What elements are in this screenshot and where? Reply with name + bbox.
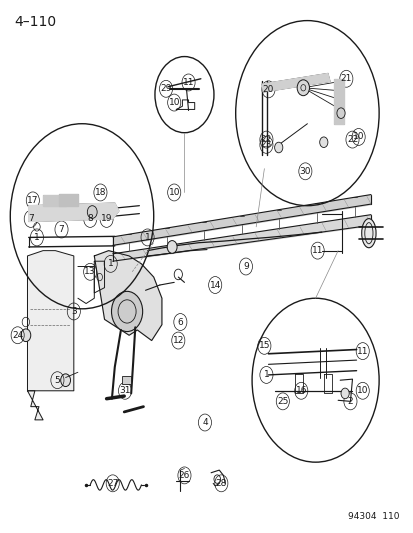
Text: 4–110: 4–110 bbox=[14, 15, 56, 29]
Text: 25: 25 bbox=[276, 397, 288, 406]
Bar bbox=[121, 376, 131, 384]
Text: 1: 1 bbox=[263, 370, 268, 379]
Text: 10: 10 bbox=[356, 386, 368, 395]
Text: 1: 1 bbox=[145, 233, 150, 242]
Text: 1: 1 bbox=[107, 260, 113, 268]
Text: 2: 2 bbox=[347, 397, 352, 406]
Polygon shape bbox=[28, 203, 119, 222]
Circle shape bbox=[21, 329, 31, 342]
Text: 15: 15 bbox=[258, 341, 269, 350]
Text: 22: 22 bbox=[260, 135, 271, 144]
Text: 13: 13 bbox=[84, 267, 96, 276]
Text: 17: 17 bbox=[27, 196, 38, 205]
Polygon shape bbox=[94, 251, 161, 341]
Text: 4: 4 bbox=[202, 418, 207, 427]
Polygon shape bbox=[262, 74, 329, 92]
Text: 11: 11 bbox=[356, 346, 368, 356]
Ellipse shape bbox=[361, 219, 375, 248]
Circle shape bbox=[340, 388, 349, 399]
Circle shape bbox=[336, 108, 344, 118]
Text: 94304  110: 94304 110 bbox=[347, 512, 399, 521]
Text: 24: 24 bbox=[12, 331, 23, 340]
Text: 29: 29 bbox=[160, 84, 171, 93]
Text: 10: 10 bbox=[168, 98, 180, 107]
Text: 11: 11 bbox=[311, 246, 323, 255]
Text: 20: 20 bbox=[262, 85, 273, 94]
Text: 28: 28 bbox=[215, 479, 226, 488]
Text: 10: 10 bbox=[352, 132, 363, 141]
Text: 7: 7 bbox=[59, 225, 64, 234]
Text: 30: 30 bbox=[299, 167, 310, 176]
Circle shape bbox=[61, 374, 70, 386]
Text: 16: 16 bbox=[295, 386, 306, 395]
Text: 31: 31 bbox=[119, 386, 131, 395]
Circle shape bbox=[274, 142, 282, 153]
Text: 14: 14 bbox=[209, 280, 221, 289]
Polygon shape bbox=[59, 194, 78, 206]
Text: 8: 8 bbox=[87, 214, 93, 223]
Circle shape bbox=[297, 80, 309, 96]
Text: 19: 19 bbox=[101, 214, 112, 223]
Polygon shape bbox=[43, 195, 65, 206]
Text: 9: 9 bbox=[242, 262, 248, 271]
Text: 18: 18 bbox=[95, 188, 106, 197]
Text: 10: 10 bbox=[168, 188, 180, 197]
Text: 27: 27 bbox=[107, 479, 118, 488]
Circle shape bbox=[87, 206, 97, 219]
Text: 6: 6 bbox=[177, 318, 183, 327]
Circle shape bbox=[167, 240, 177, 253]
Circle shape bbox=[33, 209, 40, 218]
Text: 23: 23 bbox=[260, 140, 271, 149]
Polygon shape bbox=[27, 391, 43, 420]
Text: 26: 26 bbox=[178, 471, 190, 480]
Text: 5: 5 bbox=[55, 376, 60, 385]
Circle shape bbox=[319, 137, 327, 148]
Circle shape bbox=[33, 223, 40, 231]
Polygon shape bbox=[333, 79, 344, 124]
Text: 1: 1 bbox=[34, 233, 40, 242]
Circle shape bbox=[111, 292, 142, 332]
Text: 11: 11 bbox=[183, 78, 194, 87]
Polygon shape bbox=[27, 251, 74, 391]
Text: 21: 21 bbox=[340, 74, 351, 83]
Text: 3: 3 bbox=[71, 307, 76, 316]
Text: 12: 12 bbox=[172, 336, 183, 345]
Text: 7: 7 bbox=[28, 214, 33, 223]
Text: 22: 22 bbox=[346, 135, 357, 144]
